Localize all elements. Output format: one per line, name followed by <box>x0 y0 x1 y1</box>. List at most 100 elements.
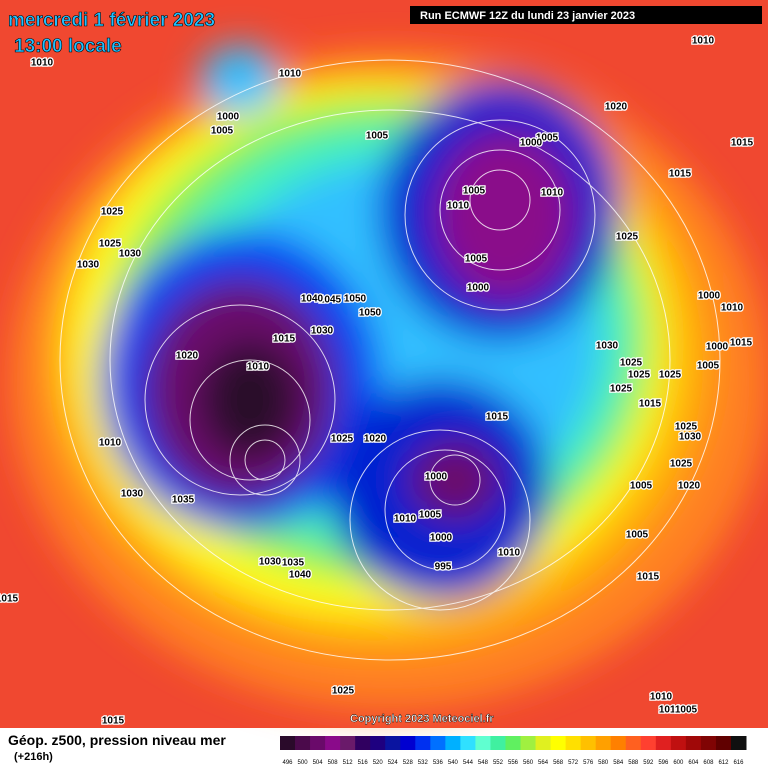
isobar-label: 1025 <box>659 370 682 381</box>
colorbar-label: 532 <box>418 760 429 766</box>
colorbar-swatch <box>670 736 687 750</box>
colorbar-swatch <box>385 736 401 750</box>
colorbar-label: 524 <box>388 760 399 766</box>
isobar-label: 1015 <box>102 716 125 727</box>
colorbar-swatch <box>415 736 431 750</box>
colorbar-swatch <box>655 736 672 750</box>
colorbar-label: 612 <box>718 760 729 766</box>
isobar-label: 1005 <box>463 186 486 197</box>
isobar-label: 1000 <box>706 342 729 353</box>
colorbar-swatch <box>715 736 732 750</box>
colorbar-swatch <box>460 736 476 750</box>
colorbar-swatch <box>625 736 642 750</box>
isobar-label: 1020 <box>605 102 628 113</box>
footer-title: Géop. z500, pression niveau mer <box>8 732 226 748</box>
isobar-label: 1050 <box>344 294 367 305</box>
colorbar-label: 584 <box>613 760 624 766</box>
isobar-label: 1025 <box>616 232 639 243</box>
isobar-label: 1015 <box>669 169 692 180</box>
isobar-label: 1025 <box>101 207 124 218</box>
colorbar-label: 572 <box>568 760 579 766</box>
isobar-label: 1000 <box>467 283 490 294</box>
colorbar-swatch <box>430 736 446 750</box>
isobar-label: 1010 <box>721 303 744 314</box>
isobar-label: 1000 <box>520 138 543 149</box>
colorbar-swatch <box>340 736 356 750</box>
isobar-label: 1010 <box>279 69 302 80</box>
time: 13:00 locale <box>14 36 122 57</box>
isobar-label: 1020 <box>176 351 199 362</box>
colorbar-swatch <box>565 736 582 750</box>
colorbar-swatch <box>325 736 341 750</box>
colorbar-label: 544 <box>463 760 474 766</box>
isobar-label: 1025 <box>670 459 693 470</box>
colorbar-swatch <box>400 736 416 750</box>
isobar-label: 1015 <box>730 338 753 349</box>
colorbar-swatch <box>640 736 657 750</box>
isobar-label: 1005 <box>630 481 653 492</box>
isobar-label: 1005 <box>211 126 234 137</box>
isobar-label: 1005 <box>536 133 559 144</box>
isobar-label: 1000 <box>425 472 448 483</box>
run-info: Run ECMWF 12Z du lundi 23 janvier 2023 <box>420 10 635 22</box>
isobar-label: 1040 <box>301 294 324 305</box>
colorbar-label: 596 <box>658 760 669 766</box>
isobar-label: 1025 <box>628 370 651 381</box>
isobar-label: 1025 <box>332 686 355 697</box>
isobar-label: 1005 <box>465 254 488 265</box>
colorbar-label: 504 <box>313 760 324 766</box>
isobar-label: 1020 <box>678 481 701 492</box>
date: mercredi 1 février 2023 <box>8 10 215 31</box>
colorbar-label: 576 <box>583 760 594 766</box>
colorbar-label: 604 <box>688 760 699 766</box>
colorbar-label: 608 <box>703 760 714 766</box>
isobar-label: 1015 <box>486 412 509 423</box>
colorbar-label: 520 <box>373 760 384 766</box>
isobar-label: 1015 <box>273 334 296 345</box>
colorbar-swatch <box>280 736 296 750</box>
colorbar-label: 516 <box>358 760 369 766</box>
isobar-label: 1015 <box>0 594 19 605</box>
map: 1010101010001005102510251030103010201010… <box>0 0 768 728</box>
colorbar-label: 512 <box>343 760 354 766</box>
isobar-label: 1015 <box>639 399 662 410</box>
isobar-label: 1035 <box>172 495 195 506</box>
isobar-label: 1010 <box>650 692 673 703</box>
isobar-label: 1005 <box>419 510 442 521</box>
isobar-label: 1005 <box>366 131 389 142</box>
colorbar-label: 616 <box>733 760 744 766</box>
colorbar-swatch <box>505 736 522 750</box>
isobar-label: 1025 <box>610 384 633 395</box>
colorbar-swatch <box>685 736 702 750</box>
colorbar-label: 500 <box>298 760 309 766</box>
isobar-label: 1030 <box>679 432 702 443</box>
colorbar-label: 568 <box>553 760 564 766</box>
colorbar-label: 528 <box>403 760 414 766</box>
colorbar-swatch <box>610 736 627 750</box>
colorbar-label: 580 <box>598 760 609 766</box>
colorbar-swatch <box>550 736 567 750</box>
colorbar-label: 560 <box>523 760 534 766</box>
isobar-label: 1040 <box>289 570 312 581</box>
isobar-label: 1045 <box>319 295 342 306</box>
isobar-label: 1010 <box>99 438 122 449</box>
colorbar-swatch <box>580 736 597 750</box>
colorbar-swatch <box>490 736 506 750</box>
isobar-label: 1010 <box>447 201 470 212</box>
colorbar-swatch <box>700 736 717 750</box>
isobar-label: 1010 <box>692 36 715 47</box>
colorbar-swatch <box>370 736 386 750</box>
colorbar-label: 600 <box>673 760 684 766</box>
isobar-label: 995 <box>435 562 452 573</box>
colorbar-label: 564 <box>538 760 549 766</box>
isobar-label: 1005 <box>697 361 720 372</box>
isobar-label: 1025 <box>620 358 643 369</box>
isobar-label: 1030 <box>596 341 619 352</box>
colorbar-swatch <box>520 736 537 750</box>
colorbar-label: 592 <box>643 760 654 766</box>
isobar-label: 1010 <box>394 514 417 525</box>
isobar-label: 1035 <box>282 558 305 569</box>
isobar-label: 1025 <box>331 434 354 445</box>
colorbar-swatch <box>535 736 552 750</box>
